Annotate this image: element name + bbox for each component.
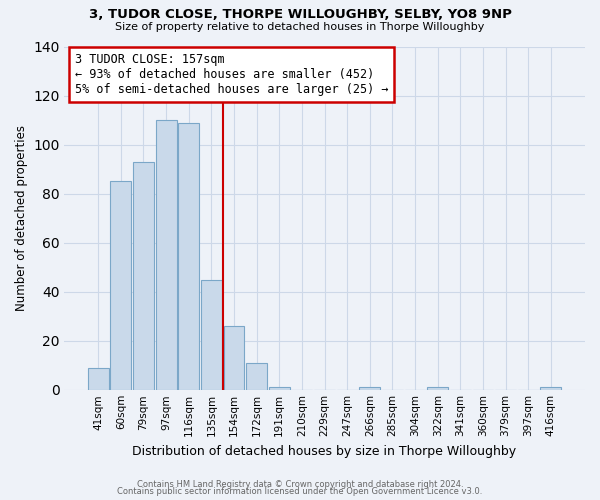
Bar (359, 388, 380, 390)
Bar (201, 280, 222, 390)
Text: Contains public sector information licensed under the Open Government Licence v3: Contains public sector information licen… (118, 487, 482, 496)
Text: 3, TUDOR CLOSE, THORPE WILLOUGHBY, SELBY, YO8 9NP: 3, TUDOR CLOSE, THORPE WILLOUGHBY, SELBY… (89, 8, 511, 20)
Text: 3 TUDOR CLOSE: 157sqm
← 93% of detached houses are smaller (452)
5% of semi-deta: 3 TUDOR CLOSE: 157sqm ← 93% of detached … (74, 54, 388, 96)
Text: Size of property relative to detached houses in Thorpe Willoughby: Size of property relative to detached ho… (115, 22, 485, 32)
Bar (427, 388, 448, 390)
Bar (110, 182, 131, 390)
Bar (155, 120, 176, 390)
Bar (541, 388, 562, 390)
Bar (178, 122, 199, 390)
Bar (224, 326, 244, 390)
Bar (269, 388, 290, 390)
Bar (246, 363, 267, 390)
Y-axis label: Number of detached properties: Number of detached properties (15, 125, 28, 311)
Bar (133, 162, 154, 390)
X-axis label: Distribution of detached houses by size in Thorpe Willoughby: Distribution of detached houses by size … (133, 444, 517, 458)
Text: Contains HM Land Registry data © Crown copyright and database right 2024.: Contains HM Land Registry data © Crown c… (137, 480, 463, 489)
Bar (88, 368, 109, 390)
